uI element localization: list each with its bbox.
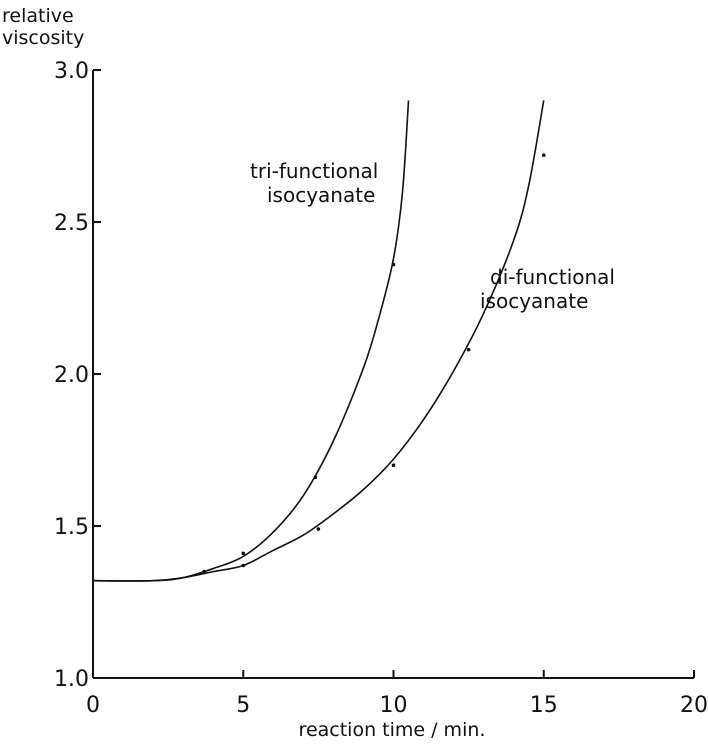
series-label-di-line2: isocyanate [480, 289, 588, 313]
series-label-tri-line2: isocyanate [267, 183, 375, 207]
data-point [202, 569, 206, 574]
data-point [391, 262, 396, 267]
data-points [202, 153, 546, 574]
curves [92, 100, 545, 582]
data-point [313, 475, 318, 480]
y-tick-label: 1.0 [54, 667, 89, 692]
data-point [541, 153, 546, 157]
series-label-di-line1: di-functional [490, 265, 615, 289]
y-ticks: 1.0 1.5 2.0 2.5 3.0 [54, 59, 101, 692]
x-axis-label: reaction time / min. [299, 719, 486, 741]
y-tick-label: 3.0 [54, 59, 89, 84]
x-tick-label: 10 [380, 693, 408, 718]
data-point [241, 563, 246, 568]
y-axis-label-line2: viscosity [2, 27, 84, 49]
data-point [316, 527, 321, 531]
data-point [391, 463, 396, 468]
x-tick-label: 20 [680, 693, 708, 718]
x-tick-label: 0 [86, 693, 100, 718]
series-label-tri-line1: tri-functional [250, 159, 378, 183]
y-axis-label-line1: relative [2, 5, 74, 27]
data-point [466, 347, 471, 352]
series-line-di-functional [92, 100, 545, 582]
axes [92, 70, 694, 679]
y-tick-label: 1.5 [54, 515, 89, 540]
x-tick-label: 15 [530, 693, 558, 718]
x-tick-label: 5 [236, 693, 250, 718]
y-tick-label: 2.5 [54, 211, 89, 236]
x-ticks: 0 5 10 15 20 [86, 670, 708, 718]
y-tick-label: 2.0 [54, 363, 89, 388]
data-point [241, 551, 246, 556]
